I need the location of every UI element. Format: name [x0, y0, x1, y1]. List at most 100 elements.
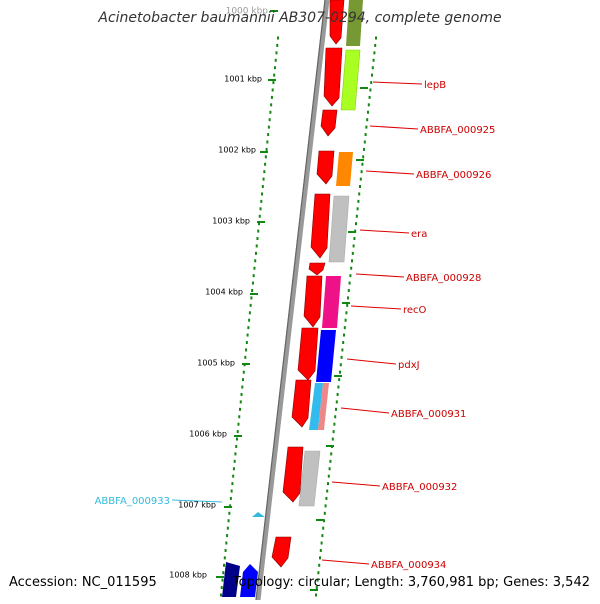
tick-1000: 1000 kbp [226, 7, 278, 17]
gene-block-olive[interactable] [346, 0, 363, 46]
gene-arrow[interactable] [291, 379, 312, 428]
guide-dot [367, 110, 369, 114]
guide-dot [267, 133, 270, 137]
guide-dot [315, 586, 318, 590]
gene-label-ABBFA_000933[interactable]: ABBFA_000933 [95, 496, 170, 507]
gene-block-orange[interactable] [336, 152, 353, 186]
tick-1005: 1005 kbp [197, 359, 250, 368]
guide-dot [255, 244, 258, 248]
tick-1006: 1006 kbp [189, 430, 242, 439]
gene-label-ABBFA_000934[interactable]: ABBFA_000934 [371, 560, 446, 571]
guide-dot [370, 81, 373, 85]
gene-arrow-navy[interactable] [222, 562, 240, 597]
guide-dot [253, 266, 256, 270]
tick-label: 1002 kbp [218, 146, 256, 155]
accession-text: Accession: NC_011595 [9, 575, 157, 590]
guide-dot [360, 170, 363, 174]
tick-label: 1000 kbp [226, 7, 269, 17]
gene-arrow[interactable] [329, 0, 345, 45]
guide-dot [320, 541, 323, 545]
tick-label: 1007 kbp [178, 501, 216, 510]
gene-label-recO[interactable]: recO [403, 305, 427, 316]
guide-dot [375, 36, 377, 40]
guide-dot [329, 459, 332, 463]
guide-dot [239, 400, 242, 404]
guide-dot [257, 229, 260, 233]
page-title: Acinetobacter baumannii AB307-0294, comp… [98, 10, 502, 26]
gene-arrow[interactable] [297, 327, 319, 381]
guide-dot [240, 392, 243, 396]
tick-label: 1004 kbp [205, 288, 243, 297]
gene-arrow[interactable] [282, 446, 304, 503]
gene-label-lepB[interactable]: lepB [424, 80, 446, 91]
guide-dot [234, 452, 237, 456]
guide-dot [222, 571, 225, 575]
guide-dot [322, 526, 325, 530]
gene-block-salmon[interactable] [318, 383, 329, 430]
guide-dot [357, 199, 360, 203]
tick-1007: 1007 kbp [178, 501, 232, 510]
guide-dot [332, 430, 335, 434]
guide-dot [364, 133, 367, 137]
guide-dot [363, 140, 366, 144]
guide-dot [366, 118, 369, 122]
gene-arrow[interactable] [316, 150, 335, 185]
gene-arrow[interactable] [303, 275, 323, 328]
gene-arrow[interactable] [271, 536, 292, 568]
guide-dot [333, 422, 336, 426]
gene-block-magenta-recO[interactable] [322, 276, 341, 328]
guide-dot [228, 511, 231, 515]
gene-label-pdxJ[interactable]: pdxJ [398, 360, 420, 371]
gene-arrow[interactable] [310, 193, 331, 259]
guide-dot [272, 81, 275, 85]
guide-dot [220, 586, 223, 590]
guide-dot [336, 392, 339, 396]
guide-dot [351, 251, 354, 255]
guide-dot [337, 385, 340, 389]
gene-label-ABBFA_000925[interactable]: ABBFA_000925 [420, 125, 495, 136]
guide-dot [251, 281, 254, 285]
gene-block-lime-lepB[interactable] [340, 49, 361, 111]
guide-dot [367, 103, 370, 107]
guide-dot [335, 400, 338, 404]
gene-label-era[interactable]: era [411, 229, 427, 240]
guide-dot [258, 222, 260, 226]
guide-dot [321, 534, 324, 538]
gene-label-ABBFA_000926[interactable]: ABBFA_000926 [416, 170, 491, 181]
guide-dot [319, 548, 322, 552]
guide-dot [252, 274, 255, 278]
gene-arrow[interactable] [323, 47, 343, 107]
gene-block-gray-era[interactable] [328, 195, 350, 263]
guide-dot [340, 355, 343, 359]
gene-marker-cyan[interactable] [252, 512, 265, 517]
right-dotted-guide [315, 36, 377, 597]
gene-label-ABBFA_000928[interactable]: ABBFA_000928 [406, 273, 481, 284]
guide-dot [260, 199, 263, 203]
gene-block-blue-pdxJ[interactable] [316, 330, 336, 382]
guide-dot [359, 177, 362, 181]
tick-1008: 1008 kbp [169, 571, 224, 580]
guide-dot [231, 482, 234, 486]
gene-arrow[interactable] [320, 109, 338, 137]
gene-block-gray[interactable] [298, 450, 321, 507]
guide-dot [241, 385, 244, 389]
guide-dot [316, 578, 319, 582]
colored-genes [222, 0, 363, 597]
tick-label: 1006 kbp [189, 430, 227, 439]
guide-dot [245, 348, 248, 352]
gene-arrow-blue[interactable] [240, 564, 258, 597]
guide-dot [353, 237, 356, 241]
guide-dot [330, 452, 333, 456]
guide-dot [276, 43, 279, 47]
gene-label-ABBFA_000932[interactable]: ABBFA_000932 [382, 482, 457, 493]
gene-block-cyan[interactable] [309, 383, 323, 430]
guide-dot [371, 66, 374, 70]
gene-arrow[interactable] [308, 262, 326, 276]
guide-dot [229, 496, 232, 500]
guide-dot [264, 162, 267, 166]
guide-dot [232, 467, 235, 471]
tick-1001: 1001 kbp [224, 75, 276, 84]
guide-dot [350, 266, 353, 270]
gene-label-ABBFA_000931[interactable]: ABBFA_000931 [391, 409, 466, 420]
